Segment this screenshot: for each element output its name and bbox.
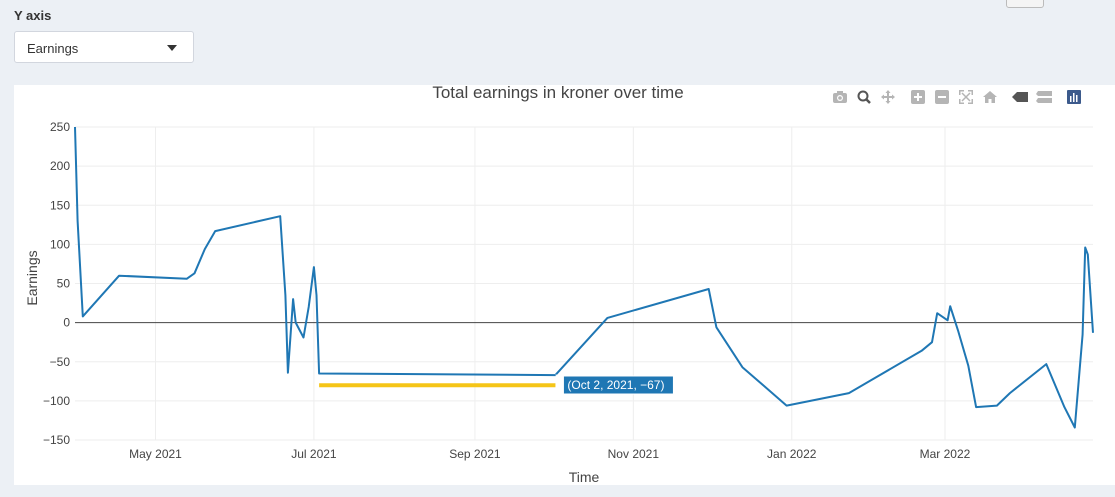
axes: −150 −100 −50 0 50 100 150 200 250 May 2021 Jul 20… xyxy=(43,120,1093,461)
spike-closest-icon[interactable] xyxy=(1012,89,1028,105)
home-icon[interactable] xyxy=(982,89,998,105)
zoom-in-icon[interactable] xyxy=(910,89,926,105)
y-tick-label: 100 xyxy=(50,237,70,251)
chart-title: Total earnings in kroner over time xyxy=(432,83,683,102)
y-tick-label: −100 xyxy=(43,394,70,408)
pan-icon[interactable] xyxy=(880,89,896,105)
x-tick-label: Sep 2021 xyxy=(449,447,501,461)
hover-tooltip-label: (Oct 2, 2021, −67) xyxy=(567,378,664,392)
y-tick-label: 50 xyxy=(57,277,71,291)
zoom-icon[interactable] xyxy=(856,89,872,105)
zoom-out-icon[interactable] xyxy=(934,89,950,105)
x-tick-label: Jul 2021 xyxy=(291,447,337,461)
x-tick-label: Jan 2022 xyxy=(767,447,817,461)
y-tick-label: 150 xyxy=(50,198,70,212)
x-tick-label: May 2021 xyxy=(129,447,182,461)
y-tick-label: 250 xyxy=(50,120,70,134)
y-tick-label: 0 xyxy=(63,316,70,330)
y-tick-label: −150 xyxy=(43,433,70,447)
plotly-logo-icon[interactable] xyxy=(1066,89,1082,105)
marks: (Oct 2, 2021, −67) xyxy=(75,127,1093,428)
modebar xyxy=(832,89,1090,105)
hover-tooltip: (Oct 2, 2021, −67) xyxy=(555,375,673,394)
camera-icon[interactable] xyxy=(832,89,848,105)
y-tick-label: 200 xyxy=(50,159,70,173)
autoscale-icon[interactable] xyxy=(958,89,974,105)
x-tick-label: Nov 2021 xyxy=(608,447,660,461)
y-tick-label: −50 xyxy=(50,355,71,369)
y-axis-label: Earnings xyxy=(24,250,40,305)
spike-compare-icon[interactable] xyxy=(1036,89,1052,105)
x-tick-label: Mar 2022 xyxy=(920,447,971,461)
x-axis-label: Time xyxy=(569,469,600,485)
